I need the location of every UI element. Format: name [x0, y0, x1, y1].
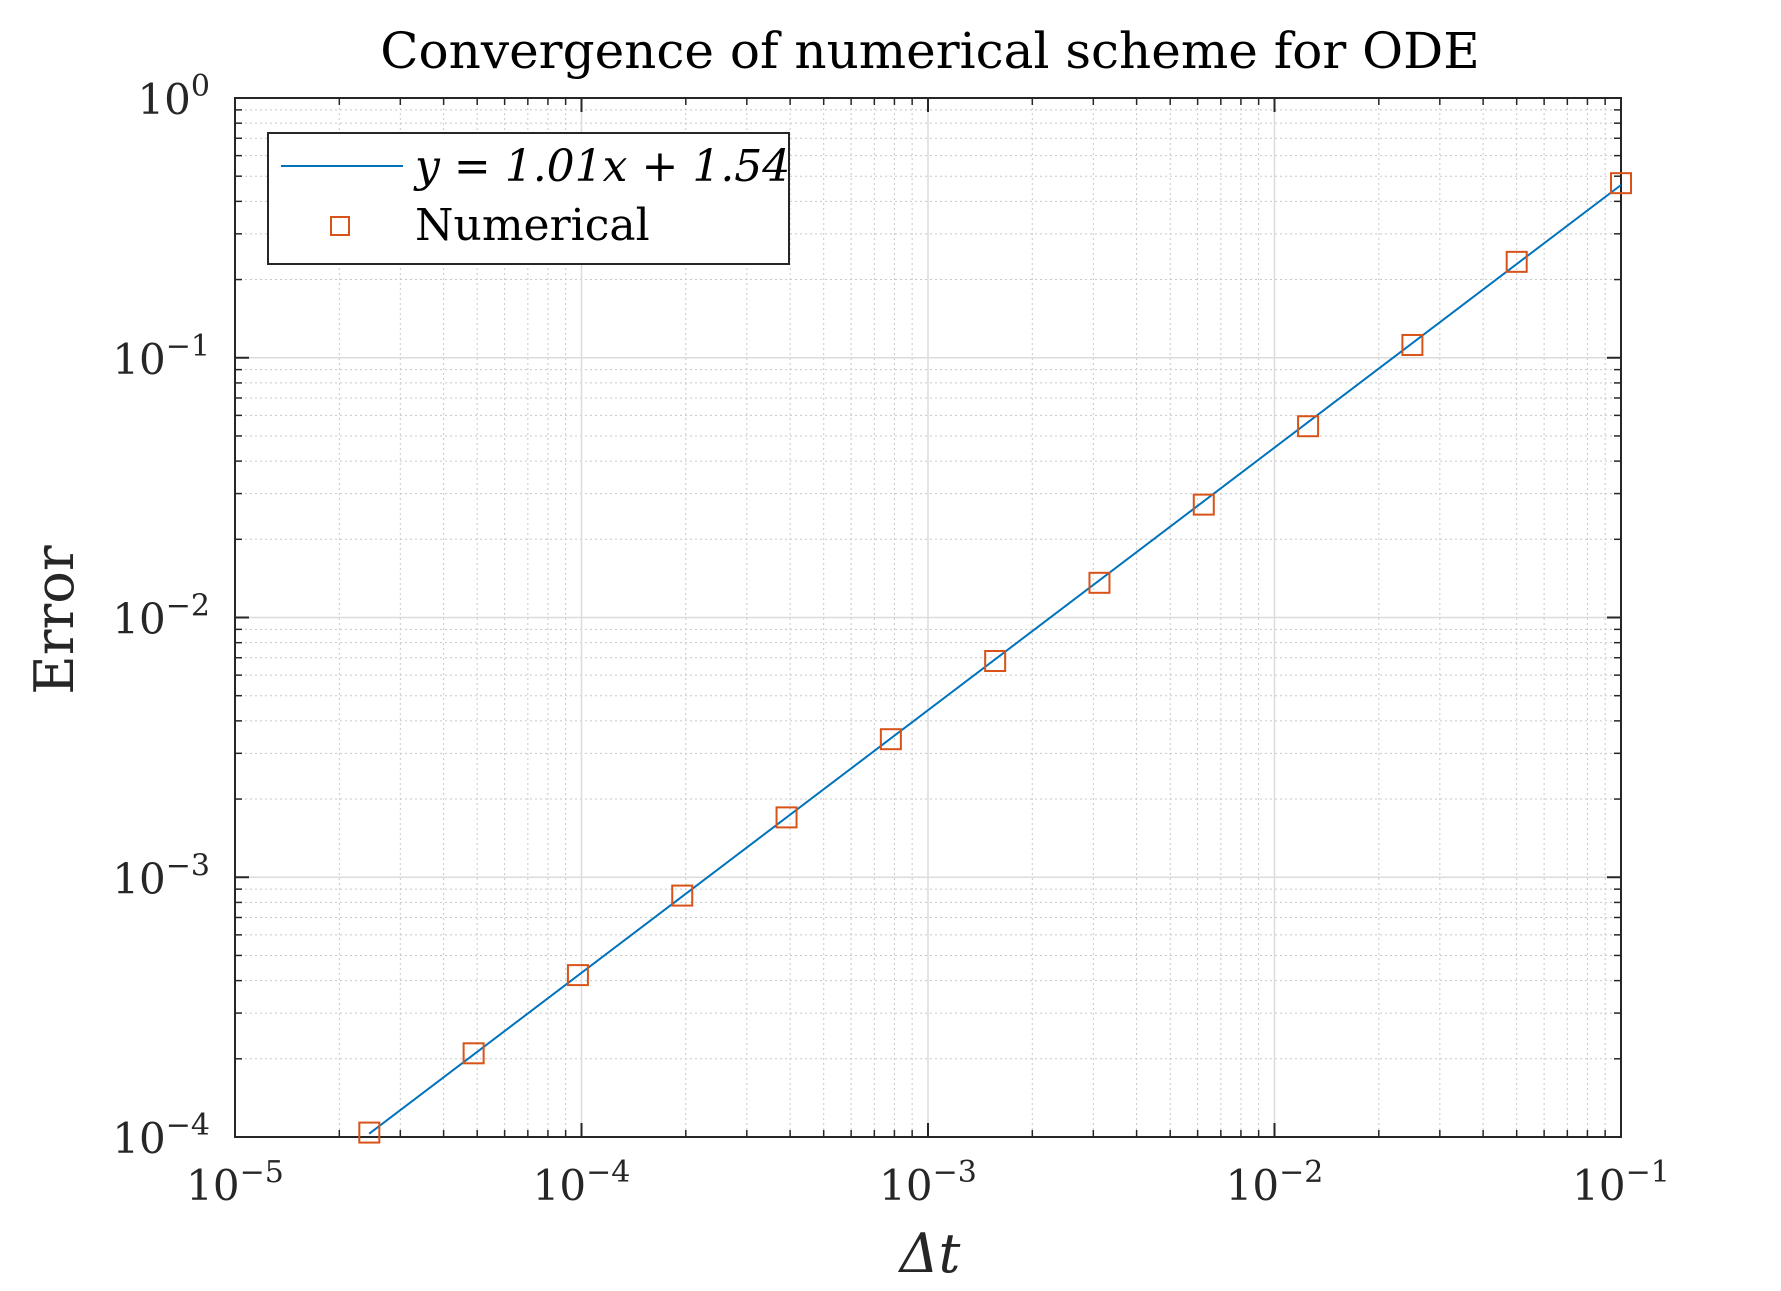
data-point-square: [879, 728, 902, 751]
x-axis-label: Δt: [898, 1222, 961, 1285]
plot-frame: [234, 97, 1622, 1138]
data-point-square: [671, 884, 694, 907]
data-point-square: [1192, 493, 1215, 516]
y-tick-label: 10−1: [112, 329, 210, 384]
data-point-square: [462, 1042, 485, 1065]
legend-label-fit: y = 1.01x + 1.54: [413, 141, 790, 192]
x-tick-label: 10−4: [533, 1155, 631, 1210]
data-point-square: [1610, 172, 1632, 195]
y-tick-label: 10−4: [112, 1108, 210, 1163]
y-tick-label: 10−3: [112, 848, 210, 903]
data-point-square: [1401, 333, 1424, 356]
grid: [234, 97, 1622, 1138]
x-tick-label: 10−5: [186, 1155, 284, 1210]
data-point-square: [566, 964, 589, 987]
legend-box: [267, 132, 790, 265]
data-point-square: [1505, 250, 1528, 273]
series: [358, 172, 1632, 1144]
chart-title: Convergence of numerical scheme for ODE: [380, 22, 1479, 80]
legend-square-swatch: [330, 216, 350, 236]
data-point-square: [1297, 415, 1320, 438]
fit-line: [368, 184, 1622, 1135]
legend-label-numerical: Numerical: [415, 200, 650, 251]
axis-ticks: [234, 97, 1622, 1138]
data-point-square: [984, 650, 1007, 673]
data-point-square: [358, 1121, 381, 1144]
y-tick-label: 10−2: [112, 589, 210, 644]
data-point-square: [775, 806, 798, 829]
legend: y = 1.01x + 1.54 Numerical: [267, 132, 790, 265]
x-tick-label: 10−3: [879, 1155, 977, 1210]
y-tick-label: 100: [137, 69, 210, 124]
y-axis-label: Error: [23, 545, 86, 695]
x-tick-label: 10−2: [1226, 1155, 1324, 1210]
x-tick-label: 10−1: [1572, 1155, 1670, 1210]
data-point-square: [1088, 571, 1111, 594]
